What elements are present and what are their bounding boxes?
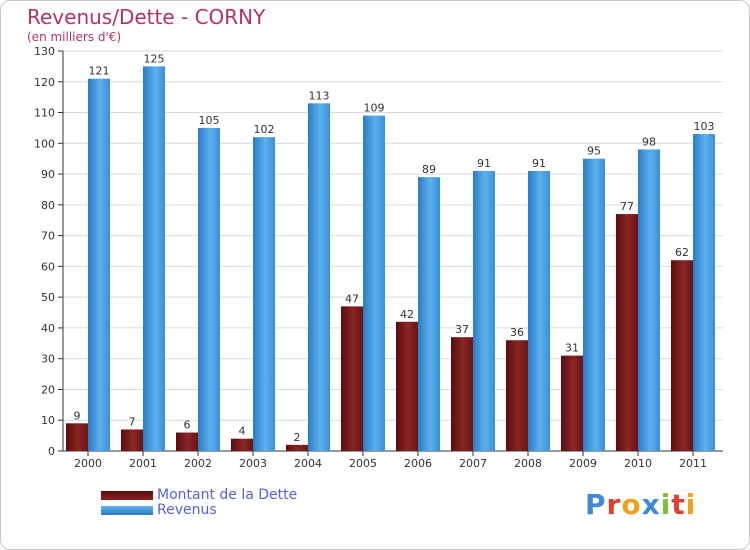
x-tick-label: 2001	[129, 457, 157, 470]
revenue-bar	[88, 78, 110, 451]
debt-bar	[451, 337, 473, 451]
chart-title: Revenus/Dette - CORNY	[27, 5, 266, 29]
debt-bar	[561, 355, 583, 451]
y-tick-label: 20	[41, 383, 55, 396]
y-tick-label: 50	[41, 291, 55, 304]
debt-value-label: 62	[675, 246, 689, 259]
debt-value-label: 2	[294, 431, 301, 444]
revenue-value-label: 89	[422, 163, 436, 176]
revenue-value-label: 125	[144, 52, 165, 65]
debt-bar	[396, 321, 418, 451]
debt-bar	[616, 214, 638, 451]
revenue-value-label: 98	[642, 135, 656, 148]
legend-label-debt: Montant de la Dette	[157, 487, 298, 503]
debt-value-label: 4	[239, 425, 246, 438]
revenue-value-label: 103	[694, 120, 715, 133]
revenue-value-label: 121	[89, 65, 110, 78]
y-tick-label: 90	[41, 168, 55, 181]
x-tick-label: 2004	[294, 457, 322, 470]
debt-bar	[231, 438, 253, 451]
revenue-bar	[198, 127, 220, 451]
x-tick-label: 2010	[624, 457, 652, 470]
y-tick-label: 100	[34, 137, 55, 150]
revenue-bar	[418, 177, 440, 451]
debt-value-label: 7	[129, 415, 136, 428]
revenue-value-label: 109	[364, 102, 385, 115]
y-tick-label: 110	[34, 107, 55, 120]
chart-subtitle: (en milliers d'€)	[27, 30, 122, 44]
y-tick-label: 40	[41, 322, 55, 335]
revenue-bar	[638, 149, 660, 451]
revenue-bar	[528, 171, 550, 451]
y-tick-label: 0	[48, 445, 55, 458]
x-tick-label: 2006	[404, 457, 432, 470]
revenue-bar	[143, 66, 165, 451]
debt-value-label: 77	[620, 200, 634, 213]
logo-letter: t	[671, 488, 686, 521]
x-tick-label: 2005	[349, 457, 377, 470]
legend-item-debt: Montant de la Dette	[101, 487, 297, 503]
revenue-bar	[363, 115, 385, 451]
debt-bar	[66, 423, 88, 451]
y-tick-label: 30	[41, 353, 55, 366]
y-tick-label: 70	[41, 230, 55, 243]
debt-value-label: 42	[400, 308, 414, 321]
x-tick-label: 2007	[459, 457, 487, 470]
debt-value-label: 37	[455, 323, 469, 336]
y-tick-label: 120	[34, 76, 55, 89]
revenue-value-label: 91	[532, 157, 546, 170]
x-tick-label: 2009	[569, 457, 597, 470]
revenue-value-label: 91	[477, 157, 491, 170]
debt-bar	[176, 432, 198, 451]
proxiti-logo[interactable]: Proxiti	[585, 488, 696, 521]
debt-bar	[286, 444, 308, 451]
legend-item-revenue: Revenus	[101, 502, 217, 518]
legend-swatch-debt	[101, 490, 153, 500]
x-tick-label: 2002	[184, 457, 212, 470]
x-tick-label: 2008	[514, 457, 542, 470]
x-tick-label: 2003	[239, 457, 267, 470]
logo-letter: r	[606, 488, 622, 521]
revenue-value-label: 105	[199, 114, 220, 127]
revenue-bar	[693, 134, 715, 452]
debt-value-label: 47	[345, 292, 359, 305]
logo-letter: x	[641, 488, 661, 521]
revenue-value-label: 113	[309, 89, 330, 102]
debt-bar	[506, 340, 528, 451]
x-tick-label: 2000	[74, 457, 102, 470]
logo-letter: o	[621, 488, 642, 521]
logo-letter: P	[585, 488, 607, 521]
y-tick-label: 10	[41, 414, 55, 427]
logo-letter: i	[685, 488, 697, 521]
debt-value-label: 36	[510, 326, 524, 339]
legend-label-revenue: Revenus	[157, 502, 217, 518]
debt-value-label: 6	[184, 419, 191, 432]
revenue-value-label: 95	[587, 145, 601, 158]
debt-bar	[121, 429, 143, 451]
revenue-value-label: 102	[254, 123, 275, 136]
debt-value-label: 9	[74, 409, 81, 422]
revenue-bar	[308, 103, 330, 452]
revenue-bar	[253, 137, 275, 451]
debt-bar	[671, 260, 693, 451]
legend-swatch-revenue	[101, 505, 153, 515]
debt-bar	[341, 306, 363, 451]
revenue-bar	[473, 171, 495, 451]
debt-value-label: 31	[565, 342, 579, 355]
y-tick-label: 80	[41, 199, 55, 212]
x-tick-label: 2011	[679, 457, 707, 470]
y-tick-label: 60	[41, 260, 55, 273]
logo-letter: i	[660, 488, 672, 521]
revenue-bar	[583, 158, 605, 451]
y-tick-label: 130	[34, 45, 55, 58]
